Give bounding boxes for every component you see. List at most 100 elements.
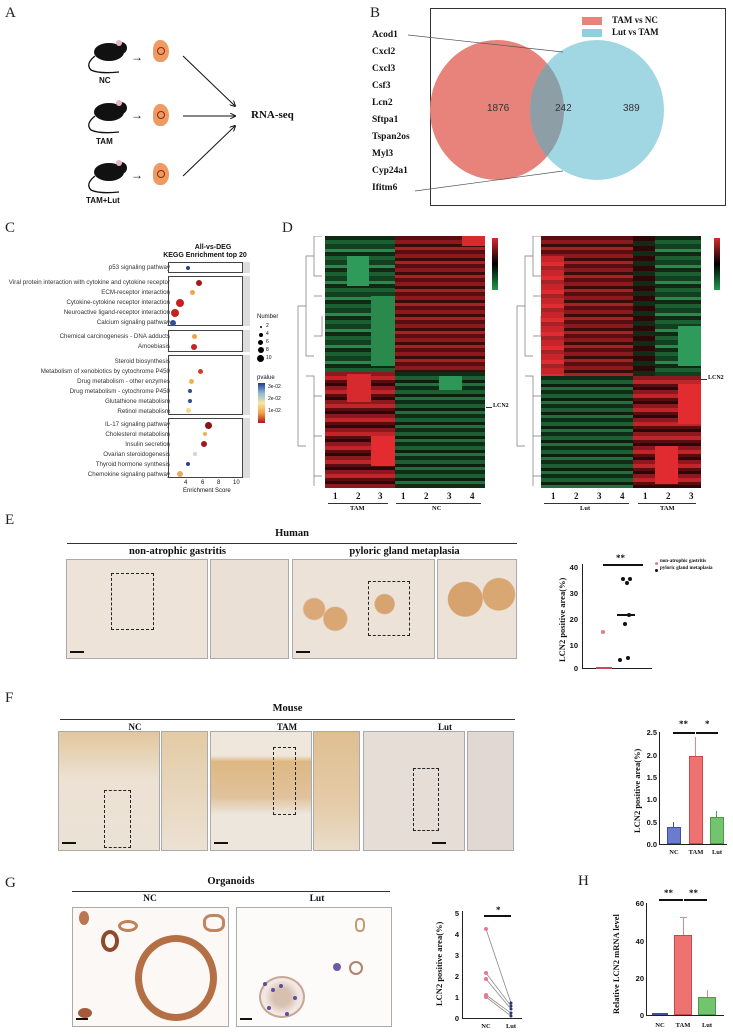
group-underline bbox=[396, 503, 481, 504]
significance-label: ** bbox=[616, 553, 625, 563]
convergence-arrows bbox=[182, 55, 245, 177]
significance-label: ** bbox=[689, 888, 698, 898]
gene-label: Sftpa1 bbox=[372, 115, 399, 125]
pvalue-colorbar bbox=[258, 383, 265, 423]
mouse-icon bbox=[88, 100, 127, 134]
data-point bbox=[193, 452, 197, 456]
data-point bbox=[186, 408, 191, 413]
x-tick: 6 bbox=[201, 480, 205, 486]
histology-image bbox=[363, 731, 465, 851]
y-tick: 1.5 bbox=[646, 773, 657, 782]
group-label: TAM bbox=[350, 505, 365, 512]
section-title-mouse: Mouse bbox=[272, 703, 303, 714]
size-legend-dot bbox=[260, 326, 262, 328]
median-line bbox=[596, 667, 612, 669]
pathway-label: Drug metabolism - cytochrome P450 bbox=[69, 388, 170, 395]
facet-strip bbox=[243, 330, 250, 352]
section-underline bbox=[60, 719, 515, 720]
zoom-region-box bbox=[273, 747, 296, 815]
subsection-title: non-atrophic gastritis bbox=[129, 546, 226, 557]
zoom-region-box bbox=[413, 768, 439, 831]
column-number: 4 bbox=[620, 491, 625, 501]
y-tick: 10 bbox=[569, 641, 578, 650]
histology-image bbox=[292, 559, 435, 659]
y-tick: 40 bbox=[569, 563, 578, 572]
gene-label: Csf3 bbox=[372, 81, 391, 91]
data-point bbox=[177, 471, 183, 477]
y-tick: 0 bbox=[639, 1011, 644, 1020]
x-axis bbox=[646, 1015, 724, 1016]
pathway-label: Chemical carcinogenesis - DNA adducts bbox=[59, 333, 170, 340]
legend-marker bbox=[655, 569, 658, 572]
pathway-label: Steroid biosynthesis bbox=[114, 358, 170, 365]
gene-label: Cxcl2 bbox=[372, 47, 396, 57]
y-axis bbox=[462, 911, 463, 1018]
data-point bbox=[201, 441, 207, 447]
pathway-label: Viral protein interaction with cytokine … bbox=[8, 279, 170, 286]
significance-bracket bbox=[484, 915, 511, 917]
pathway-label: Ovarian steroidogenesis bbox=[103, 451, 170, 458]
color-legend-title: pvalue bbox=[257, 375, 275, 381]
group-label: NC bbox=[432, 505, 442, 512]
y-tick: 40 bbox=[635, 937, 644, 946]
x-category: Lut bbox=[711, 849, 723, 856]
median-line bbox=[617, 614, 635, 616]
legend-swatch-tam-vs-nc bbox=[582, 17, 602, 25]
scale-bar bbox=[240, 1018, 252, 1020]
heatmap-right bbox=[541, 236, 701, 488]
panel-letter-a: A bbox=[5, 5, 16, 21]
pathway-label: Insulin secretion bbox=[125, 441, 170, 448]
pathway-label: Retinol metabolism bbox=[117, 408, 170, 415]
venn-right-count: 389 bbox=[623, 103, 640, 114]
y-axis bbox=[659, 732, 660, 844]
gene-label: Cxcl3 bbox=[372, 64, 396, 74]
data-point bbox=[205, 422, 212, 429]
gene-label: Acod1 bbox=[372, 30, 398, 40]
y-tick: 4 bbox=[454, 930, 459, 939]
significance-label: * bbox=[705, 719, 710, 729]
data-point bbox=[190, 290, 195, 295]
legend-label-tam-vs-nc: TAM vs NC bbox=[612, 15, 658, 25]
mouse-icon bbox=[88, 160, 127, 194]
y-tick: 3 bbox=[454, 951, 459, 960]
venn-left-count: 1876 bbox=[487, 103, 510, 114]
y-tick: 1 bbox=[454, 993, 459, 1002]
marker-label-lcn2: LCN2 bbox=[708, 375, 724, 381]
panel-letter-b: B bbox=[370, 5, 381, 21]
column-number: 3 bbox=[689, 491, 694, 501]
subsection-title: NC bbox=[128, 722, 142, 732]
scale-bar bbox=[296, 651, 310, 653]
group-label: TAM bbox=[660, 505, 675, 512]
zoom-region-box bbox=[104, 790, 131, 848]
gene-label: Tspan2os bbox=[372, 132, 410, 142]
data-point bbox=[192, 334, 197, 339]
arrow-icon: → bbox=[131, 168, 143, 182]
organoid-image bbox=[236, 907, 392, 1027]
data-point bbox=[188, 399, 192, 403]
scale-bar bbox=[432, 842, 446, 844]
pathway-label: Neuroactive ligand-receptor interaction bbox=[63, 309, 170, 316]
y-tick: 2 bbox=[454, 972, 459, 981]
column-number: 1 bbox=[643, 491, 648, 501]
group-label-tam: TAM bbox=[96, 137, 113, 146]
gene-label: Ifitm6 bbox=[372, 183, 398, 193]
marker-tick bbox=[701, 379, 707, 380]
row-dendrogram bbox=[297, 236, 323, 486]
size-legend-label: 10 bbox=[266, 355, 272, 361]
pathway-label: Cytokine-cytokine receptor interaction bbox=[66, 299, 170, 306]
data-point bbox=[191, 344, 197, 350]
size-legend-label: 6 bbox=[266, 339, 269, 345]
error-bar bbox=[716, 811, 717, 817]
section-underline bbox=[67, 543, 517, 544]
panel-letter-h: H bbox=[578, 873, 589, 889]
facet-strip bbox=[243, 276, 250, 326]
panel-letter-f: F bbox=[5, 690, 14, 706]
size-legend-dot bbox=[258, 347, 264, 353]
histology-image bbox=[58, 731, 160, 851]
pathway-label: IL-17 signaling pathway bbox=[104, 421, 170, 428]
significance-bracket bbox=[659, 899, 683, 901]
mouse-icon bbox=[88, 40, 127, 74]
paired-line-plot bbox=[484, 927, 513, 1018]
chart-title-line2: KEGG Enrichment top 20 bbox=[163, 252, 247, 259]
legend-label-lut-vs-tam: Lut vs TAM bbox=[612, 27, 659, 37]
